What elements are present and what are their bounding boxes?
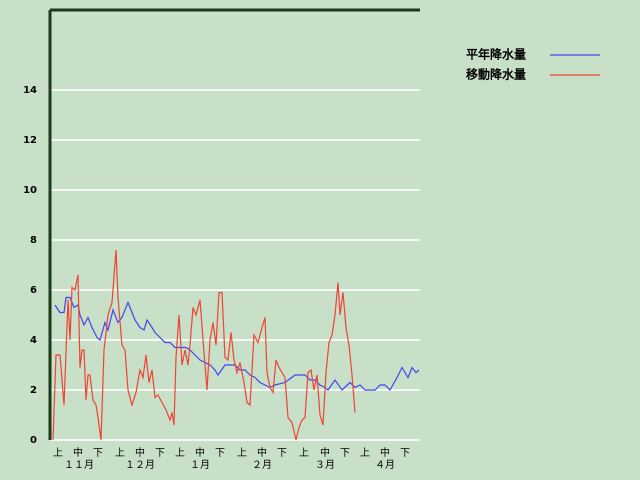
x-tick-label: 中 xyxy=(380,446,390,459)
x-tick-label: 下 xyxy=(400,448,410,459)
x-tick-label: 中 xyxy=(135,446,145,459)
x-tick-label: 下 xyxy=(340,448,350,459)
x-tick-label: 上 xyxy=(299,447,309,459)
y-tick-label: 0 xyxy=(30,435,37,446)
y-tick-label: 2 xyxy=(30,385,37,396)
x-tick-label: 下 xyxy=(215,448,225,459)
y-tick-label: 14 xyxy=(23,85,37,96)
x-tick-label: 下 xyxy=(277,448,287,459)
month-label: ２月 xyxy=(252,459,272,471)
x-tick-label: 下 xyxy=(93,448,103,459)
y-tick-label: 4 xyxy=(30,335,37,346)
y-tick-label: 12 xyxy=(23,135,37,146)
x-tick-label: 上 xyxy=(360,447,370,459)
y-tick-label: 10 xyxy=(23,185,37,196)
x-tick-label: 上 xyxy=(175,447,185,459)
month-label: １１月 xyxy=(64,459,94,471)
month-label: ４月 xyxy=(375,459,395,471)
x-tick-label: 中 xyxy=(195,446,205,459)
x-tick-label: 中 xyxy=(73,446,83,459)
y-tick-label: 6 xyxy=(30,285,37,296)
x-tick-label: 中 xyxy=(320,446,330,459)
x-tick-label: 上 xyxy=(115,447,125,459)
month-label: １２月 xyxy=(125,459,155,471)
legend-label: 平年降水量 xyxy=(466,47,526,62)
x-tick-label: 中 xyxy=(257,446,267,459)
x-tick-label: 上 xyxy=(53,447,63,459)
series-line xyxy=(54,296,420,391)
y-tick-label: 8 xyxy=(30,235,37,246)
series-line xyxy=(52,249,356,441)
x-tick-label: 下 xyxy=(155,448,165,459)
x-tick-label: 上 xyxy=(237,447,247,459)
month-label: １月 xyxy=(190,459,210,471)
legend-label: 移動降水量 xyxy=(466,67,526,82)
month-label: ３月 xyxy=(315,459,335,471)
